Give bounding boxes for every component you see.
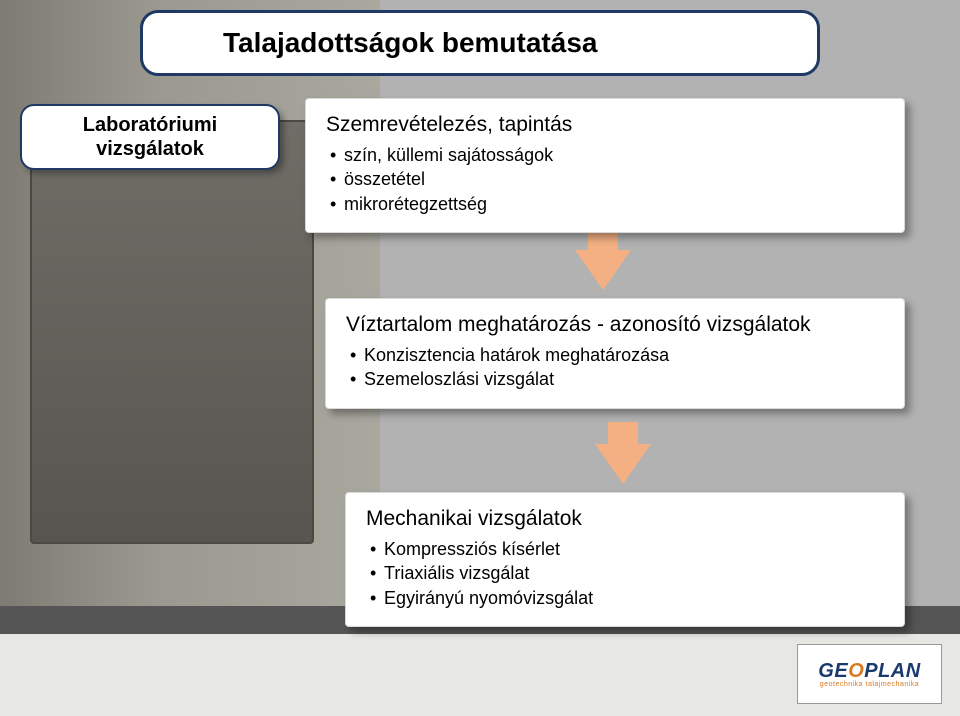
list-item: Szemeloszlási vizsgálat [350, 367, 884, 391]
card2-list: Konzisztencia határok meghatározása Szem… [346, 343, 884, 392]
list-item: Kompressziós kísérlet [370, 537, 884, 561]
card-water-content: Víztartalom meghatározás - azonosító viz… [325, 298, 905, 409]
card-visual-inspection: Szemrevételezés, tapintás szín, küllemi … [305, 98, 905, 233]
slide-title: Talajadottságok bemutatása [223, 27, 597, 59]
logo-text: GEOPLAN [818, 660, 920, 683]
logo-tagline: geotechnika talajmechanika [820, 681, 919, 688]
background-photo [0, 0, 380, 620]
card-mechanical-tests: Mechanikai vizsgálatok Kompressziós kísé… [345, 492, 905, 627]
list-item: Egyirányú nyomóvizsgálat [370, 586, 884, 610]
card1-list: szín, küllemi sajátosságok összetétel mi… [326, 143, 884, 216]
arrow-down-icon [575, 250, 631, 290]
left-label-line1: Laboratóriumi [83, 113, 217, 137]
arrow-down-icon [595, 444, 651, 484]
left-label-line2: vizsgálatok [96, 137, 204, 161]
card3-list: Kompressziós kísérlet Triaxiális vizsgál… [366, 537, 884, 610]
list-item: Konzisztencia határok meghatározása [350, 343, 884, 367]
logo-geoplan: GEOPLAN geotechnika talajmechanika [797, 644, 942, 704]
card1-heading: Szemrevételezés, tapintás [326, 113, 884, 137]
list-item: Triaxiális vizsgálat [370, 561, 884, 585]
slide: Talajadottságok bemutatása Laboratóriumi… [0, 0, 960, 716]
card3-heading: Mechanikai vizsgálatok [366, 507, 884, 531]
card2-heading: Víztartalom meghatározás - azonosító viz… [346, 313, 884, 337]
list-item: mikrorétegzettség [330, 192, 884, 216]
list-item: szín, küllemi sajátosságok [330, 143, 884, 167]
list-item: összetétel [330, 167, 884, 191]
left-label-box: Laboratóriumi vizsgálatok [20, 104, 280, 170]
title-box: Talajadottságok bemutatása [140, 10, 820, 76]
